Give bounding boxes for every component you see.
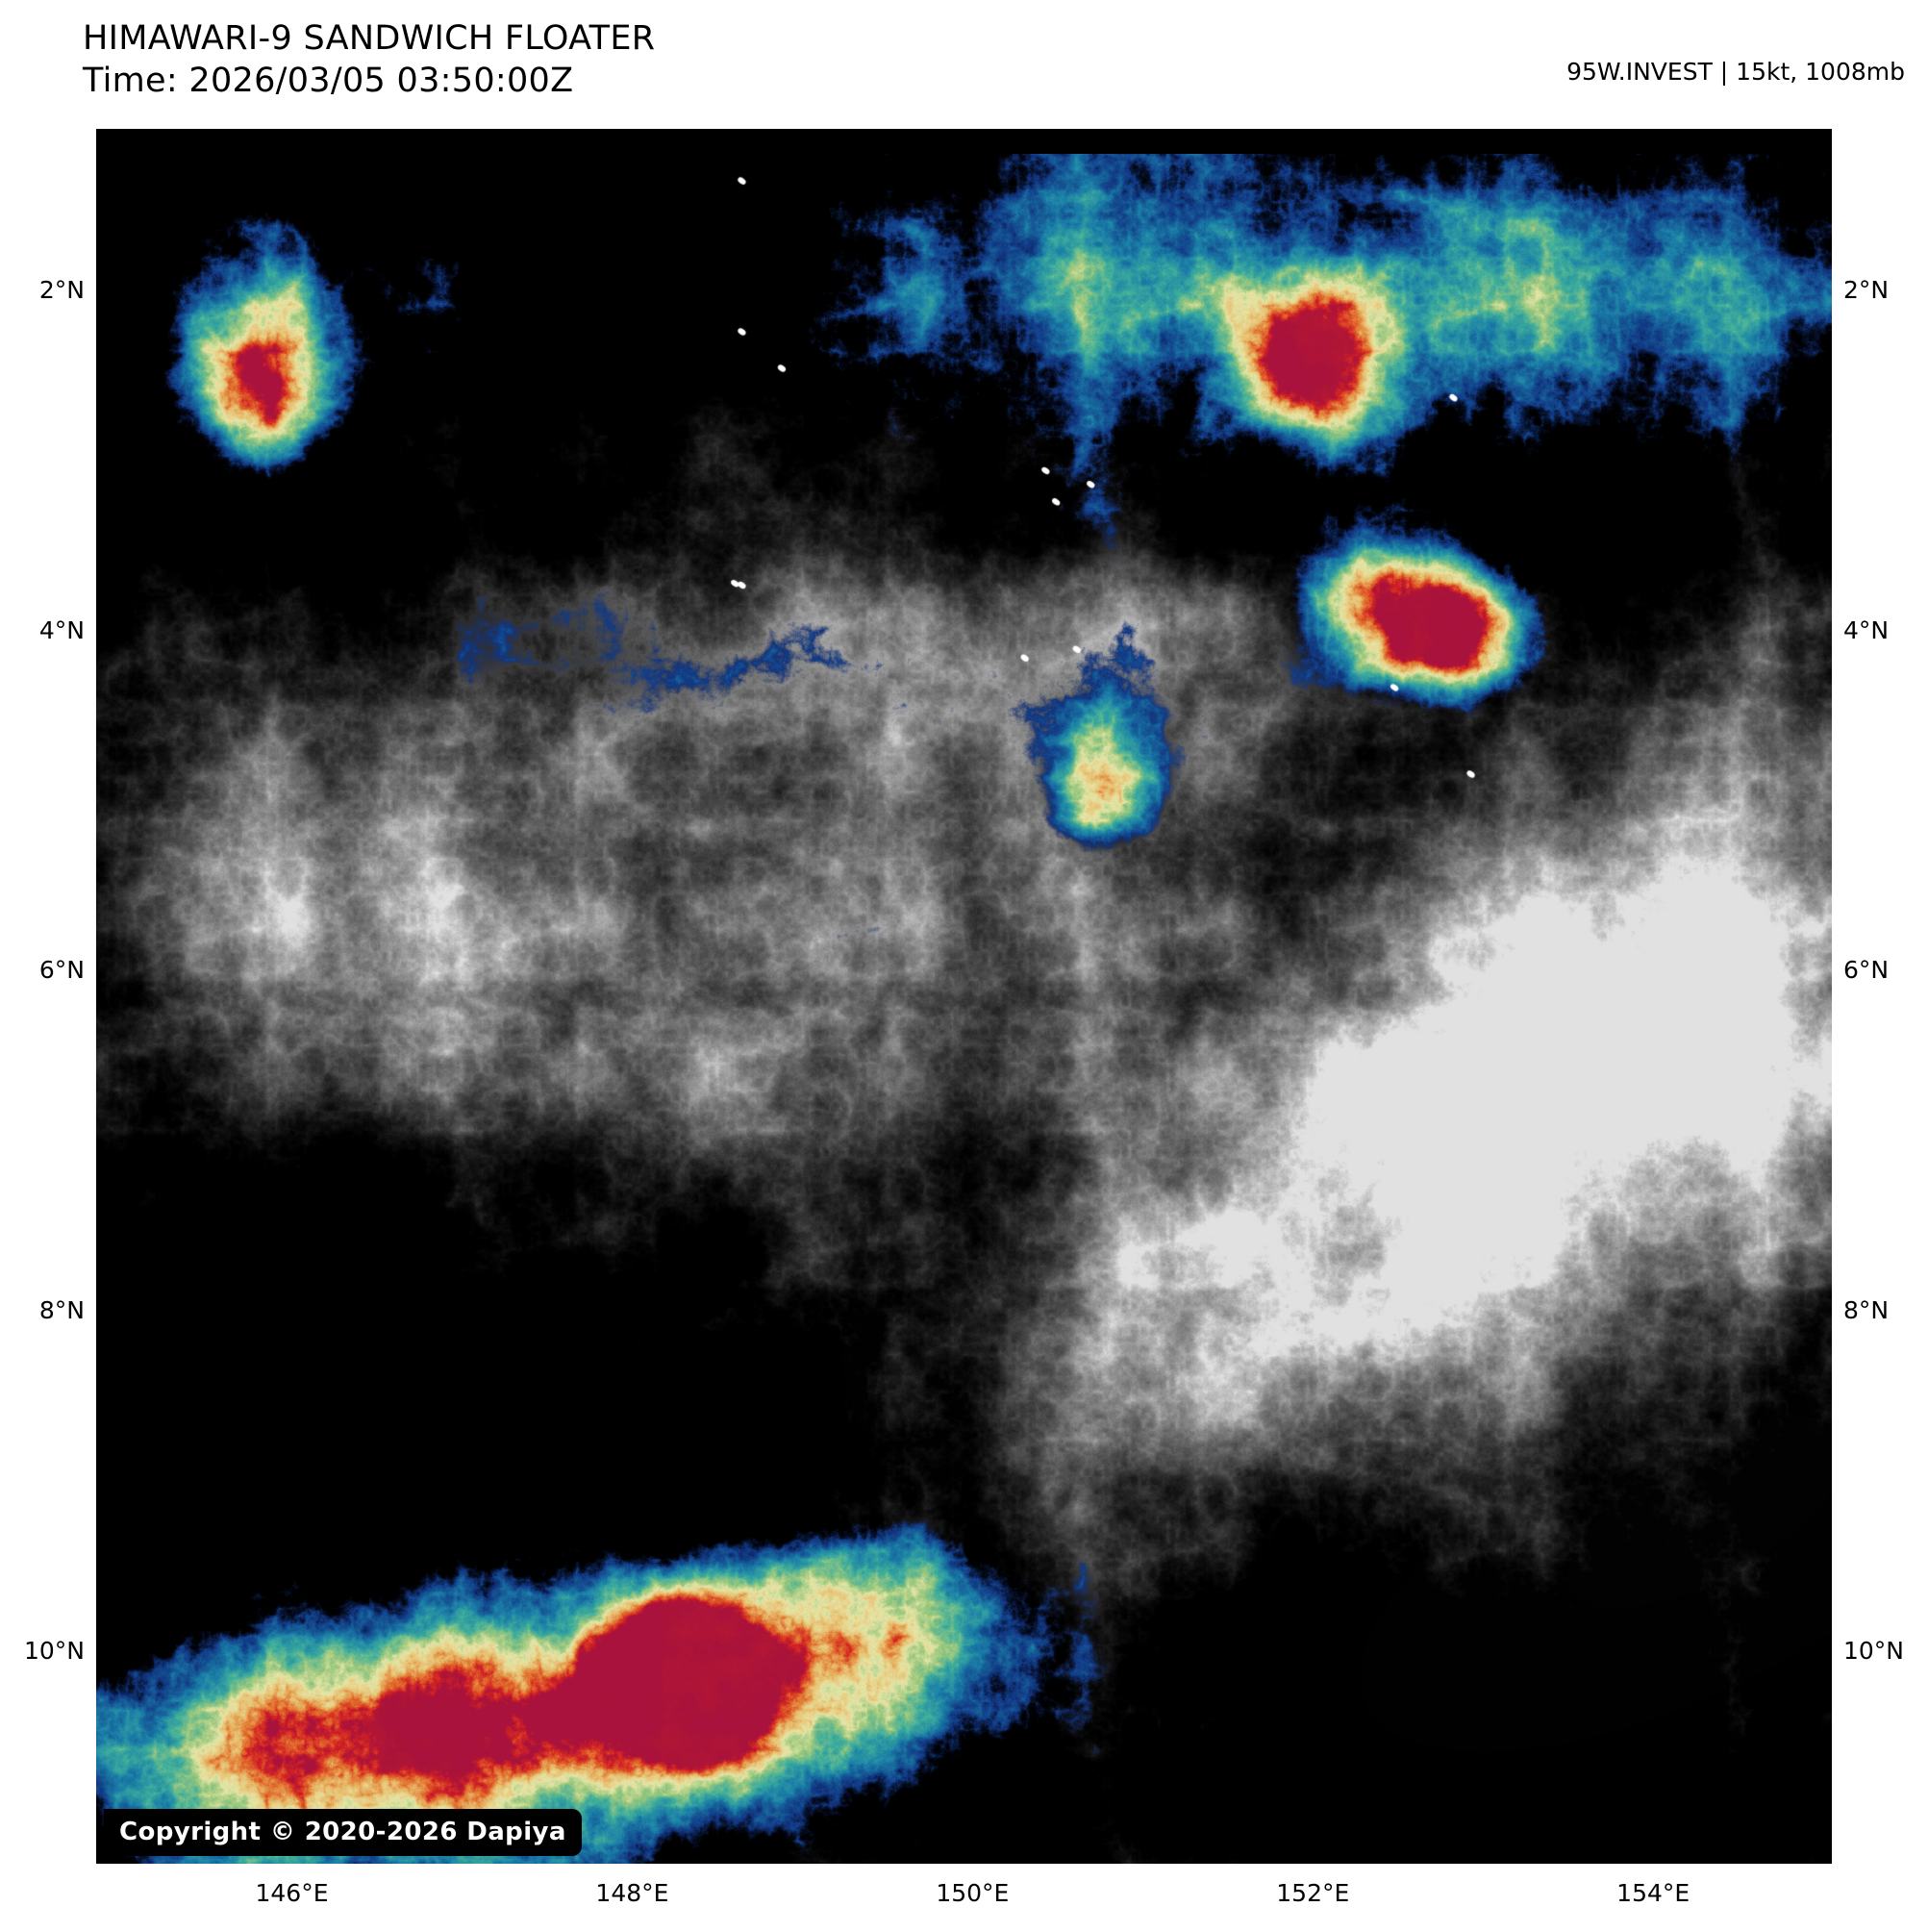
timestamp-label: Time: 2026/03/05 03:50:00Z <box>83 62 574 100</box>
lat-tick-label-right-2: 2°N <box>1843 276 1890 305</box>
lon-tick-label-152: 152°E <box>1276 1879 1350 1907</box>
page-title: HIMAWARI-9 SANDWICH FLOATER <box>83 19 656 58</box>
lon-tick-label-146: 146°E <box>255 1879 329 1907</box>
copyright-badge: Copyright © 2020-2026 Dapiya <box>104 1809 582 1856</box>
lon-tick-label-148: 148°E <box>595 1879 669 1907</box>
lon-tick-label-150: 150°E <box>936 1879 1010 1907</box>
title-block: HIMAWARI-9 SANDWICH FLOATER Time: 2026/0… <box>83 17 655 102</box>
lat-tick-label-left-6: 6°N <box>38 956 85 985</box>
lon-tick-label-154: 154°E <box>1616 1879 1690 1907</box>
lat-tick-label-left-4: 4°N <box>38 615 85 644</box>
lat-tick-label-right-10: 10°N <box>1843 1636 1905 1665</box>
lat-tick-label-right-8: 8°N <box>1843 1296 1890 1325</box>
satellite-image-panel: Copyright © 2020-2026 Dapiya <box>96 129 1832 1864</box>
lat-tick-label-right-6: 6°N <box>1843 956 1890 985</box>
lat-tick-label-left-8: 8°N <box>38 1296 85 1325</box>
lat-tick-label-left-10: 10°N <box>23 1636 85 1665</box>
header-bar: HIMAWARI-9 SANDWICH FLOATER Time: 2026/0… <box>0 0 1928 129</box>
lat-tick-label-left-2: 2°N <box>38 276 85 305</box>
lat-tick-label-right-4: 4°N <box>1843 615 1890 644</box>
satellite-imagery-canvas <box>96 129 1832 1864</box>
image-letterbox-band <box>96 129 1832 154</box>
storm-info-label: 95W.INVEST | 15kt, 1008mb <box>1566 58 1905 86</box>
